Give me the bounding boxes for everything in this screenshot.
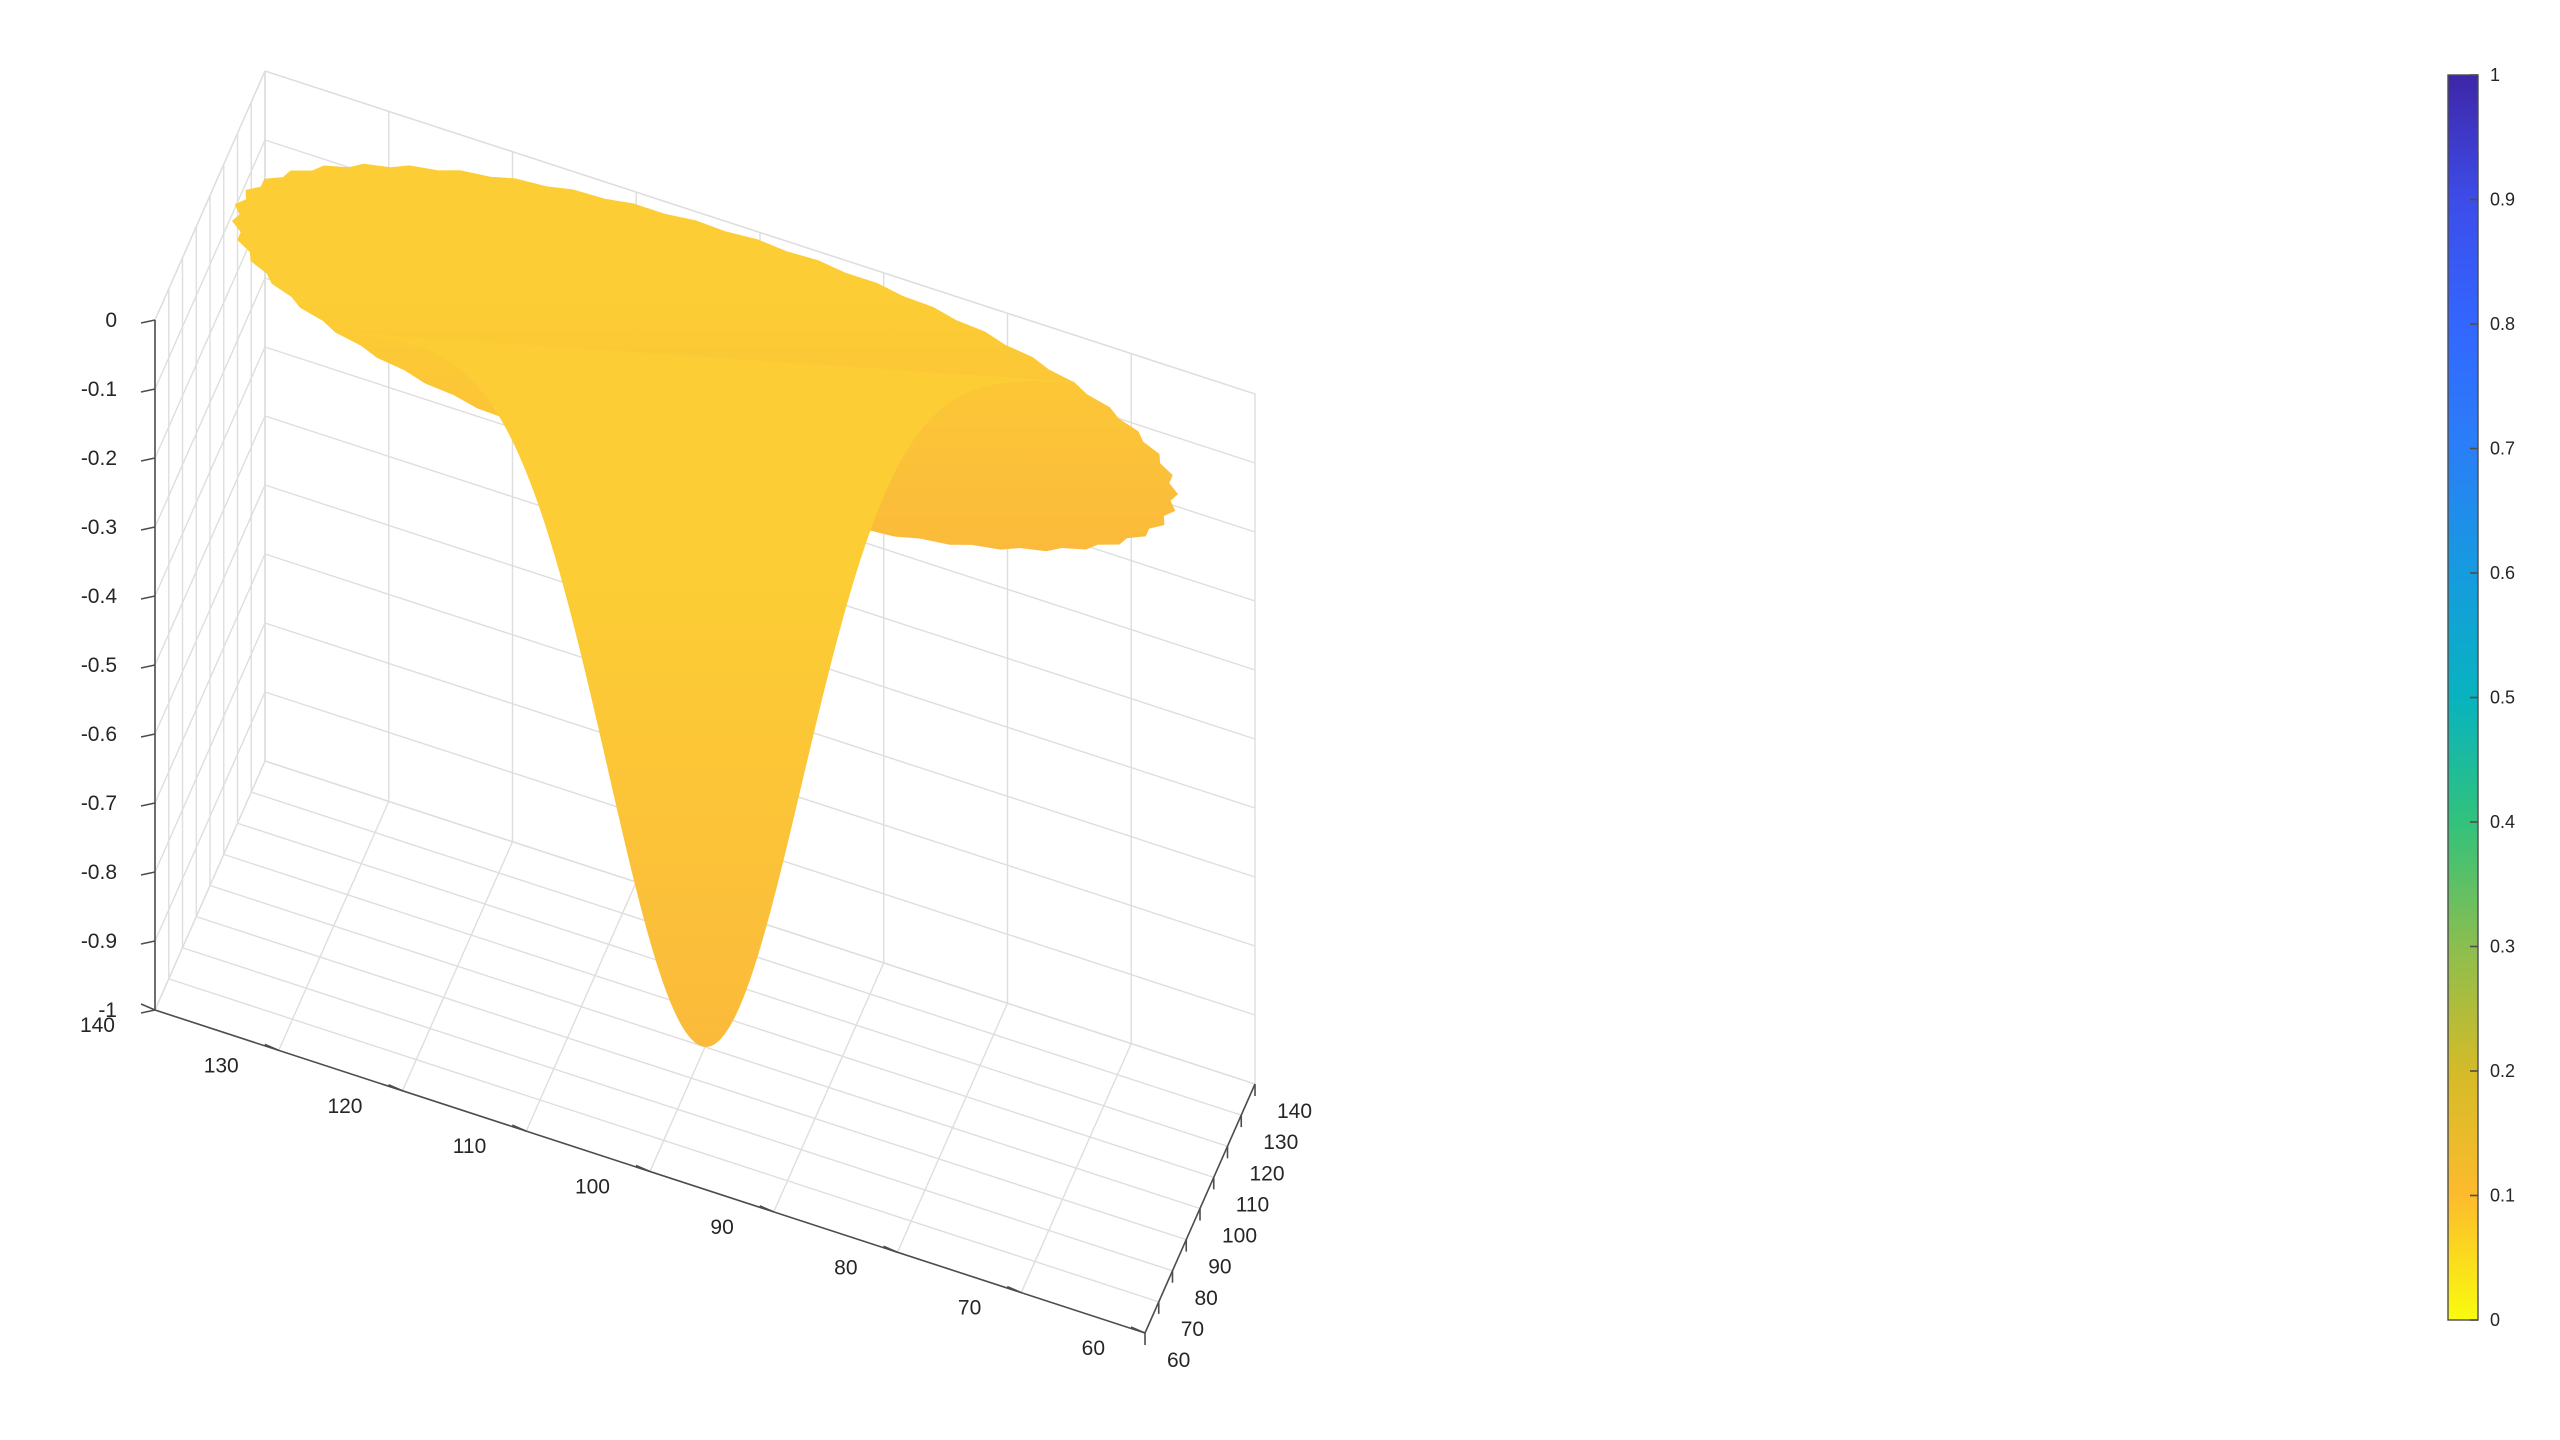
colorbar-tick-label: 0.9	[2490, 190, 2515, 210]
z-tick-label: -0.9	[81, 930, 117, 953]
z-tick-label: -0.4	[81, 585, 118, 608]
z-tick-mark	[140, 526, 156, 531]
colorbar-tick-label: 0.5	[2490, 688, 2515, 708]
floor-grid-y	[278, 801, 390, 1051]
wall-grid-z	[154, 139, 266, 390]
x-tick-label: 110	[1236, 1193, 1269, 1216]
y-tick-mark	[264, 1043, 280, 1052]
y-tick-label: 130	[204, 1054, 239, 1077]
z-tick-mark	[140, 871, 156, 876]
z-tick-label: -0.5	[81, 654, 117, 677]
colorbar-tick-label: 0	[2490, 1310, 2500, 1330]
wall-grid-z	[154, 553, 266, 804]
wall-grid-z	[154, 484, 266, 735]
y-tick-mark	[1130, 1326, 1146, 1334]
colorbar-tick-label: 0.1	[2490, 1186, 2515, 1206]
z-tick-mark	[140, 664, 156, 669]
z-tick-label: -0.3	[81, 516, 117, 539]
z-tick-mark	[140, 595, 156, 600]
x-tick-label: 60	[1167, 1349, 1190, 1372]
y-tick-label: 90	[710, 1216, 733, 1239]
x-tick-label: 90	[1208, 1256, 1231, 1279]
wall-grid-z	[154, 346, 266, 597]
floor-grid-y	[896, 1002, 1009, 1253]
colorbar-tick-label: 0.8	[2490, 314, 2515, 334]
y-tick-label: 120	[327, 1095, 362, 1118]
z-tick-label: -0.6	[81, 723, 117, 746]
floor-grid-y	[773, 962, 885, 1213]
colorbar: 0 0.1 0.2 0.3 0.4 0.5 0.6 0.7 0.8 0.9 1	[2447, 65, 2515, 1330]
y-tick-label: 100	[575, 1176, 610, 1199]
x-tick-label: 130	[1263, 1131, 1298, 1154]
colorbar-tick-label: 0.4	[2490, 812, 2515, 832]
z-tick-mark	[140, 1009, 156, 1014]
tick-labels: 60 70 80 90 100 110 120 130 140 60 70 80 90 100 110 120…	[80, 309, 1312, 1372]
z-tick-label: 0	[105, 309, 117, 332]
wall-grid-z	[154, 760, 266, 1011]
y-tick-mark	[388, 1084, 403, 1092]
y-tick-mark	[140, 1003, 156, 1011]
floor-grid-y	[1020, 1043, 1132, 1293]
z-tick-label: -0.2	[81, 447, 117, 470]
y-tick-label: 60	[1082, 1337, 1105, 1360]
x-tick-label: 70	[1181, 1318, 1204, 1341]
z-tick-label: -0.7	[81, 792, 117, 815]
x-tick-label: 140	[1277, 1100, 1312, 1123]
y-tick-mark	[883, 1245, 898, 1253]
floor-grid-y	[525, 881, 637, 1132]
y-tick-mark	[1006, 1285, 1022, 1294]
z-tick-mark	[140, 733, 156, 738]
z-tick-mark	[140, 802, 156, 807]
y-tick-label: 140	[80, 1014, 115, 1037]
y-tick-mark	[759, 1205, 775, 1213]
wall-grid-z	[154, 277, 266, 528]
wall-grid-z	[154, 691, 266, 942]
z-tick-mark	[140, 457, 156, 462]
y-tick-mark	[635, 1164, 651, 1173]
z-tick-label: -0.1	[81, 378, 117, 401]
z-tick-label: -1	[98, 999, 117, 1022]
z-tick-label: -0.8	[81, 861, 117, 884]
box-edge	[264, 70, 1256, 395]
colorbar-tick-label: 0.3	[2490, 937, 2515, 957]
floor-grid-y	[401, 841, 514, 1092]
colorbar-tick-label: 1	[2490, 65, 2500, 85]
x-tick-label: 80	[1195, 1287, 1218, 1310]
z-tick-mark	[140, 388, 156, 393]
colorbar-tick-label: 0.7	[2490, 439, 2515, 459]
wall-grid-z	[154, 415, 266, 666]
wall-grid-z	[154, 622, 266, 873]
y-tick-label: 110	[453, 1135, 486, 1158]
y-tick-label: 80	[834, 1256, 857, 1279]
box-edge	[154, 70, 266, 321]
colorbar-tick-label: 0.6	[2490, 563, 2515, 583]
x-tick-label: 100	[1222, 1225, 1257, 1248]
z-tick-mark	[140, 319, 156, 324]
surface	[231, 163, 1179, 1048]
x-tick-label: 120	[1250, 1162, 1285, 1185]
wall-grid-z	[154, 208, 266, 459]
y-tick-label: 70	[958, 1297, 981, 1320]
z-tick-mark	[140, 940, 156, 945]
colorbar-tick-label: 0.2	[2490, 1061, 2515, 1081]
surface-well	[335, 332, 1075, 1048]
y-tick-mark	[511, 1124, 527, 1132]
